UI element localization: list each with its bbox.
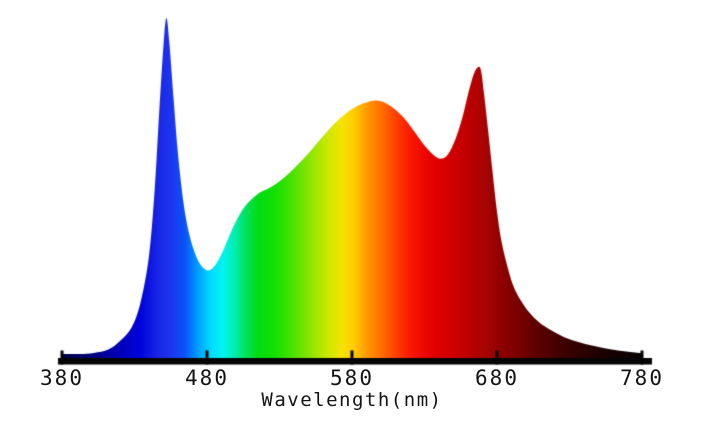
x-tick-label-380: 380	[40, 366, 84, 390]
x-tick-label-480: 480	[185, 366, 229, 390]
x-tick-label-680: 680	[475, 366, 519, 390]
x-tick-label-580: 580	[330, 366, 374, 390]
x-tick-label-780: 780	[620, 366, 664, 390]
x-axis-title: Wavelength(nm)	[261, 389, 443, 411]
